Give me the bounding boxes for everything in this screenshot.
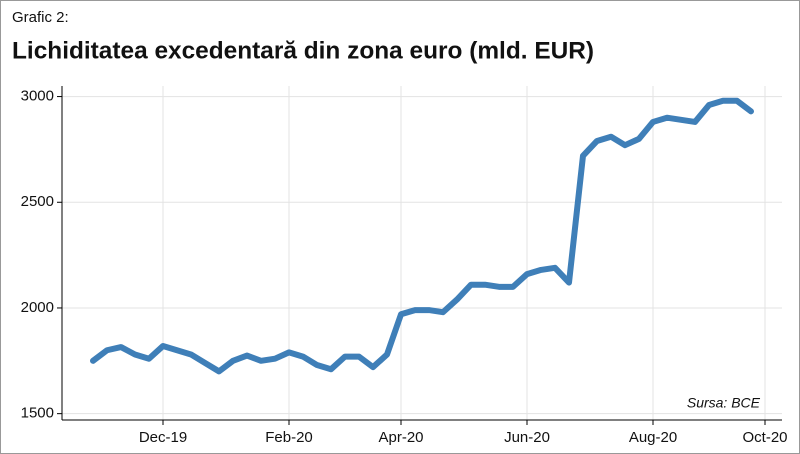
chart-subtitle: Grafic 2:: [12, 9, 69, 26]
y-tick-label: 2500: [21, 193, 54, 210]
x-tick-label: Aug-20: [629, 429, 677, 446]
x-tick-label: Apr-20: [378, 429, 423, 446]
x-tick-label: Oct-20: [742, 429, 787, 446]
x-tick-label: Jun-20: [504, 429, 550, 446]
y-tick-label: 1500: [21, 405, 54, 422]
y-tick-label: 2000: [21, 299, 54, 316]
source-note: Sursa: BCE: [687, 395, 761, 411]
x-tick-label: Dec-19: [139, 429, 187, 446]
chart-title: Lichiditatea excedentară din zona euro (…: [12, 37, 594, 64]
y-tick-label: 3000: [21, 88, 54, 105]
x-tick-label: Feb-20: [265, 429, 313, 446]
data-line: [90, 97, 754, 375]
